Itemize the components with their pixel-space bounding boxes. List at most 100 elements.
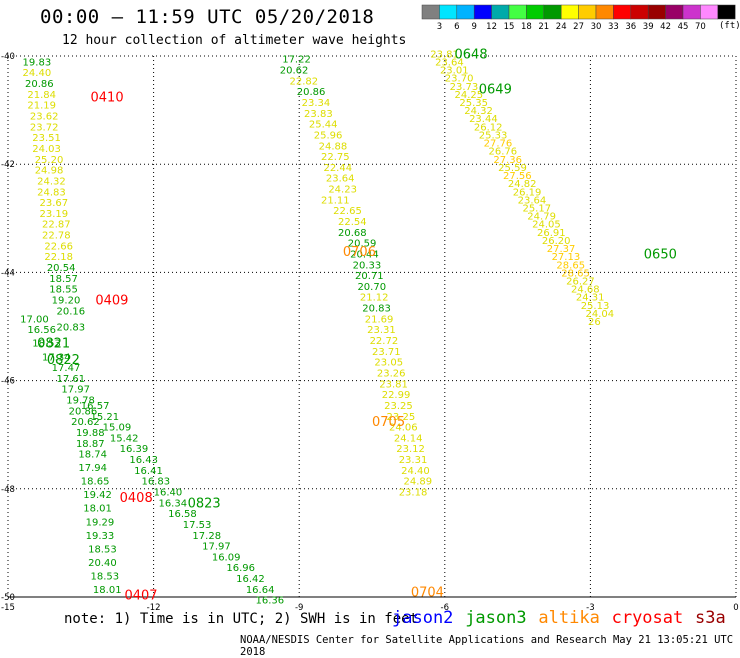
- legend-swatch: [717, 4, 736, 20]
- data-point-label: 16.39: [120, 444, 149, 455]
- x-tick-label: -15: [1, 603, 15, 613]
- data-point-label: 20.70: [357, 282, 386, 293]
- data-point-label: 24.88: [319, 141, 348, 152]
- data-point-label: 20.33: [353, 260, 382, 271]
- data-point-label: 27.36: [493, 155, 522, 166]
- data-point-label: 17.94: [78, 463, 107, 474]
- y-tick-label: -50: [1, 593, 15, 603]
- data-point-label: 16.83: [141, 477, 170, 488]
- data-point-label: 23.25: [384, 401, 413, 412]
- data-point-label: 16.41: [134, 466, 163, 477]
- time-label: 0409: [95, 293, 128, 308]
- legend-bin-label: 15: [504, 22, 515, 32]
- data-point-label: 25.35: [459, 98, 488, 109]
- data-point-label: 17.97: [61, 385, 90, 396]
- data-point-label: 21.11: [321, 195, 350, 206]
- data-point-label: 20.62: [71, 417, 100, 428]
- data-point-label: 16.64: [246, 585, 275, 596]
- satellite-jason3: jason3: [465, 608, 527, 628]
- data-point-label: 20.40: [88, 558, 117, 569]
- footer-credit: NOAA/NESDIS Center for Satellite Applica…: [240, 634, 734, 658]
- legend-bin-label: 33: [608, 22, 619, 32]
- x-tick-label: -12: [147, 603, 161, 613]
- data-point-label: 23.31: [399, 455, 428, 466]
- data-point-label: 16.57: [81, 401, 110, 412]
- legend-swatch: [700, 4, 719, 20]
- data-point-label: 22.66: [44, 241, 73, 252]
- legend-swatch: [491, 4, 510, 20]
- satellite-s3a: s3a: [695, 608, 726, 628]
- data-point-label: 24.32: [464, 106, 493, 117]
- data-point-label: 19.78: [66, 396, 95, 407]
- data-point-label: 24.89: [404, 477, 433, 488]
- data-point-label: 26.19: [513, 187, 542, 198]
- data-point-label: 22.78: [42, 231, 71, 242]
- data-point-label: 20.68: [338, 228, 367, 239]
- legend-bin-label: 18: [521, 22, 532, 32]
- legend-swatch: [682, 4, 701, 20]
- data-point-label: 23.83: [304, 109, 333, 120]
- y-tick-label: -42: [1, 160, 15, 170]
- footer-note: note: 1) Time is in UTC; 2) SWH is in fe…: [64, 611, 419, 627]
- data-point-label: 17.47: [52, 363, 81, 374]
- legend-swatch: [647, 4, 666, 20]
- data-point-label: 26.76: [488, 147, 517, 158]
- data-point-label: 20.86: [297, 87, 326, 98]
- data-point-label: 20.54: [47, 263, 76, 274]
- data-point-label: 25.20: [35, 155, 64, 166]
- legend-swatch: [595, 4, 614, 20]
- data-point-label: 23.67: [40, 198, 69, 209]
- legend-swatch: [473, 4, 492, 20]
- legend-swatch: [456, 4, 475, 20]
- data-point-label: 20.86: [69, 406, 98, 417]
- data-point-label: 20.44: [350, 249, 379, 260]
- data-point-label: 23.44: [469, 114, 498, 125]
- data-point-label: 24.05: [532, 220, 561, 231]
- time-label: 0823: [188, 496, 221, 511]
- y-tick-label: -44: [1, 268, 15, 278]
- x-tick-label: -9: [295, 603, 303, 613]
- data-point-label: 17.97: [202, 542, 231, 553]
- legend-swatch: [578, 4, 597, 20]
- data-point-label: 21.19: [27, 101, 56, 112]
- data-point-label: 17.28: [192, 531, 221, 542]
- data-point-label: 26.27: [566, 277, 595, 288]
- data-point-label: 24.82: [508, 179, 537, 190]
- data-point-label: 15.09: [103, 423, 132, 434]
- data-point-label: 23.64: [435, 57, 464, 68]
- time-label: 0705: [372, 415, 405, 430]
- legend-bin-label: 6: [454, 22, 459, 32]
- data-point-label: 26: [588, 317, 601, 328]
- data-point-label: 25.96: [314, 130, 343, 141]
- legend-bin-label: 9: [471, 22, 476, 32]
- data-point-label: 28.65: [556, 260, 585, 271]
- data-point-label: 15.21: [91, 412, 120, 423]
- data-point-label: 23.01: [440, 66, 469, 77]
- time-label: 0704: [411, 586, 444, 601]
- data-point-label: 23.18: [399, 488, 428, 499]
- legend-bin-label: 24: [556, 22, 567, 32]
- data-point-label: 23.70: [445, 74, 474, 85]
- data-point-label: 23.31: [367, 325, 396, 336]
- data-point-label: 24.40: [401, 466, 430, 477]
- time-label: 0650: [644, 247, 677, 262]
- data-point-label: 24.23: [328, 185, 357, 196]
- data-point-label: 24.04: [586, 309, 615, 320]
- time-label: 0410: [91, 91, 124, 106]
- data-point-label: 24.83: [37, 187, 66, 198]
- data-point-label: 23.72: [30, 122, 59, 133]
- legend-bin-label: 36: [625, 22, 636, 32]
- data-point-label: 18.01: [93, 585, 122, 596]
- legend-swatch: [439, 4, 458, 20]
- legend-bin-label: 39: [643, 22, 654, 32]
- data-point-label: 19.33: [86, 531, 115, 542]
- data-point-label: 22.75: [321, 152, 350, 163]
- data-point-label: 18.55: [49, 285, 78, 296]
- data-point-label: 23.73: [450, 82, 479, 93]
- data-point-label: 18.74: [78, 450, 107, 461]
- data-point-label: 20.62: [280, 66, 309, 77]
- legend-bin-label: 45: [678, 22, 689, 32]
- data-point-label: 16.36: [256, 596, 285, 607]
- data-point-label: 15.42: [110, 433, 139, 444]
